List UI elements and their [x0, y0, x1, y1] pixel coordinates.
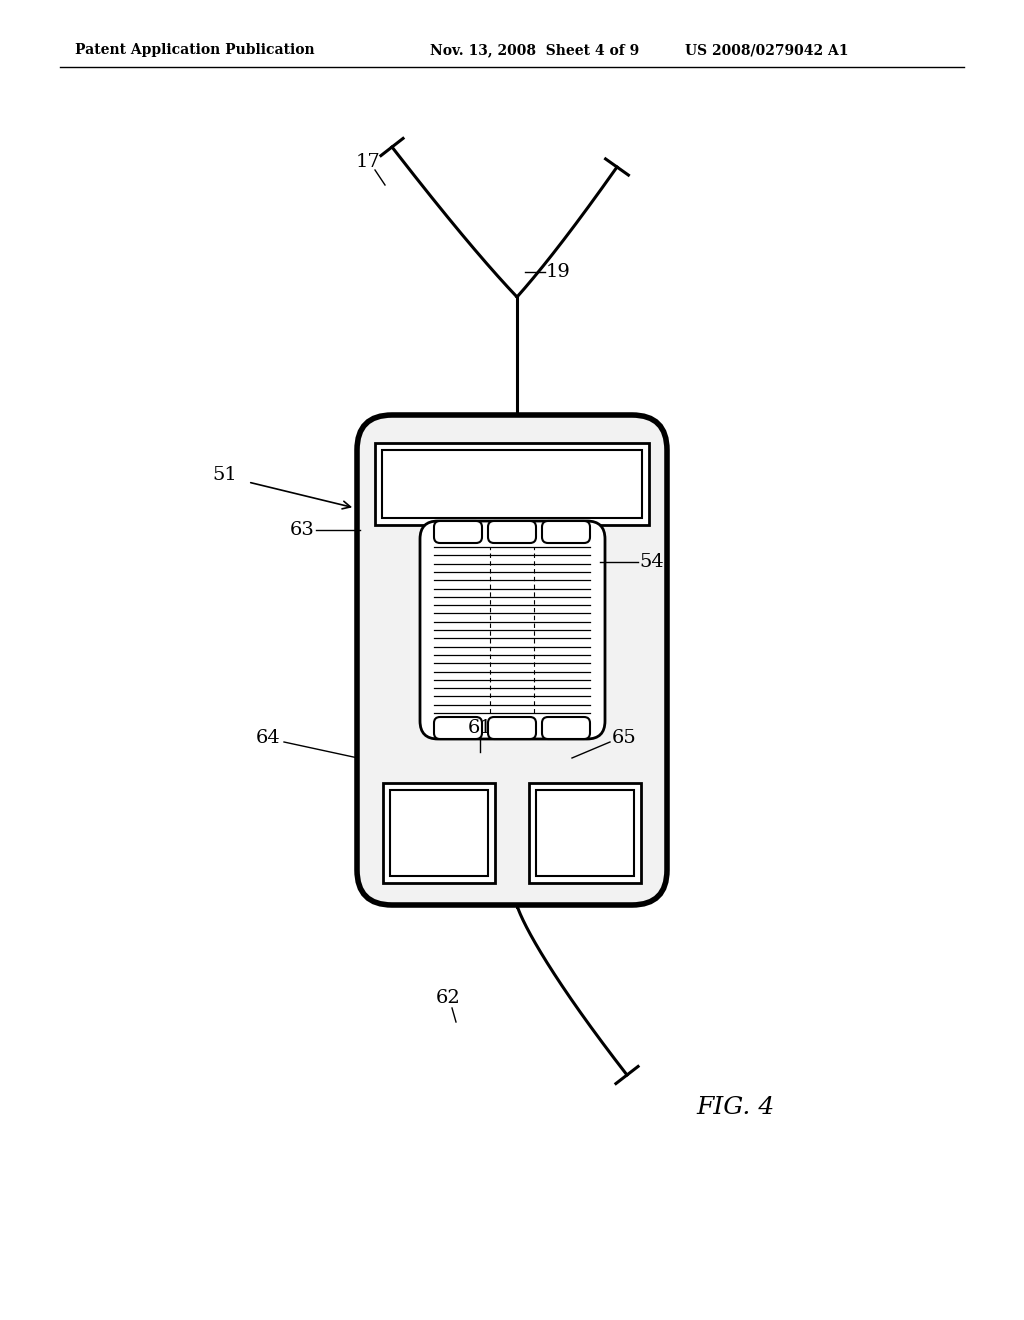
- Text: 61: 61: [468, 719, 493, 737]
- Text: Nov. 13, 2008  Sheet 4 of 9: Nov. 13, 2008 Sheet 4 of 9: [430, 44, 639, 57]
- Bar: [390, 789, 488, 876]
- Text: US 2008/0279042 A1: US 2008/0279042 A1: [685, 44, 849, 57]
- FancyBboxPatch shape: [357, 414, 667, 906]
- Bar: [382, 450, 642, 517]
- Text: FIG. 4: FIG. 4: [696, 1097, 774, 1119]
- Text: 62: 62: [435, 989, 461, 1007]
- Text: 51: 51: [213, 466, 238, 484]
- Bar: [529, 783, 641, 883]
- Text: 65: 65: [611, 729, 636, 747]
- Bar: [383, 783, 495, 883]
- Text: 19: 19: [546, 263, 570, 281]
- Text: 63: 63: [290, 521, 314, 539]
- FancyBboxPatch shape: [488, 521, 536, 543]
- Bar: [375, 444, 649, 525]
- Text: 17: 17: [355, 153, 380, 172]
- FancyBboxPatch shape: [488, 717, 536, 739]
- FancyBboxPatch shape: [434, 521, 482, 543]
- FancyBboxPatch shape: [420, 521, 605, 739]
- Text: 64: 64: [256, 729, 281, 747]
- FancyBboxPatch shape: [434, 717, 482, 739]
- FancyBboxPatch shape: [542, 521, 590, 543]
- FancyBboxPatch shape: [542, 717, 590, 739]
- Text: 54: 54: [640, 553, 665, 572]
- Text: Patent Application Publication: Patent Application Publication: [75, 44, 314, 57]
- Bar: [536, 789, 634, 876]
